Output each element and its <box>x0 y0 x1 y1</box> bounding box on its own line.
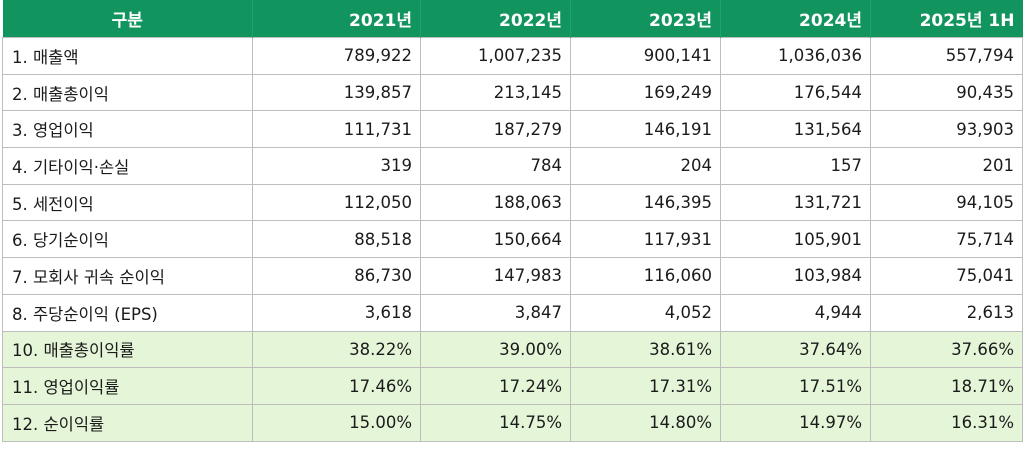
value-cell: 37.66% <box>870 330 1023 369</box>
value-cell: 14.97% <box>720 403 871 442</box>
value-cell: 557,794 <box>870 37 1023 75</box>
value-cell: 17.31% <box>570 367 721 405</box>
row-label: 6. 당기순이익 <box>2 220 253 259</box>
value-cell: 86,730 <box>252 257 421 295</box>
row-label: 3. 영업이익 <box>2 110 253 149</box>
row-label: 10. 매출총이익률 <box>2 330 253 369</box>
value-cell: 18.71% <box>870 367 1023 405</box>
header-year-2024: 2024년 <box>720 0 871 38</box>
table-row: 11. 영업이익률 17.46% 17.24% 17.31% 17.51% 18.71% <box>2 367 1023 405</box>
value-cell: 3,618 <box>252 293 421 332</box>
table-row: 8. 주당순이익 (EPS) 3,618 3,847 4,052 4,944 2,613 <box>2 293 1023 332</box>
value-cell: 900,141 <box>570 37 721 75</box>
row-label: 8. 주당순이익 (EPS) <box>2 293 253 332</box>
value-cell: 319 <box>252 147 421 185</box>
value-cell: 17.24% <box>420 367 571 405</box>
table-row: 10. 매출총이익률 38.22% 39.00% 38.61% 37.64% 37.66% <box>2 330 1023 369</box>
value-cell: 38.61% <box>570 330 721 369</box>
value-cell: 90,435 <box>870 73 1023 112</box>
value-cell: 789,922 <box>252 37 421 75</box>
value-cell: 4,052 <box>570 293 721 332</box>
header-year-2023: 2023년 <box>570 0 721 38</box>
value-cell: 75,714 <box>870 220 1023 259</box>
value-cell: 116,060 <box>570 257 721 295</box>
value-cell: 111,731 <box>252 110 421 149</box>
row-label: 2. 매출총이익 <box>2 73 253 112</box>
table-row: 3. 영업이익 111,731 187,279 146,191 131,564 93,90… <box>2 110 1023 149</box>
value-cell: 150,664 <box>420 220 571 259</box>
value-cell: 17.51% <box>720 367 871 405</box>
value-cell: 147,983 <box>420 257 571 295</box>
value-cell: 169,249 <box>570 73 721 112</box>
value-cell: 75,041 <box>870 257 1023 295</box>
value-cell: 146,395 <box>570 183 721 222</box>
table-row: 12. 순이익률 15.00% 14.75% 14.80% 14.97% 16.31% <box>2 403 1023 442</box>
value-cell: 157 <box>720 147 871 185</box>
row-label: 12. 순이익률 <box>2 403 253 442</box>
value-cell: 105,901 <box>720 220 871 259</box>
table-row: 4. 기타이익·손실 319 784 204 157 201 <box>2 147 1023 185</box>
value-cell: 112,050 <box>252 183 421 222</box>
header-year-2021: 2021년 <box>252 0 421 38</box>
value-cell: 784 <box>420 147 571 185</box>
value-cell: 1,036,036 <box>720 37 871 75</box>
value-cell: 14.80% <box>570 403 721 442</box>
row-label: 5. 세전이익 <box>2 183 253 222</box>
value-cell: 3,847 <box>420 293 571 332</box>
value-cell: 103,984 <box>720 257 871 295</box>
row-label: 1. 매출액 <box>2 37 253 75</box>
header-year-2022: 2022년 <box>420 0 571 38</box>
value-cell: 93,903 <box>870 110 1023 149</box>
row-label: 7. 모회사 귀속 순이익 <box>2 257 253 295</box>
header-category: 구분 <box>2 0 253 38</box>
table-row: 1. 매출액 789,922 1,007,235 900,141 1,036,036 55… <box>2 37 1023 75</box>
value-cell: 139,857 <box>252 73 421 112</box>
value-cell: 39.00% <box>420 330 571 369</box>
table-row: 6. 당기순이익 88,518 150,664 117,931 105,901 75,71… <box>2 220 1023 259</box>
value-cell: 4,944 <box>720 293 871 332</box>
value-cell: 146,191 <box>570 110 721 149</box>
value-cell: 213,145 <box>420 73 571 112</box>
value-cell: 131,564 <box>720 110 871 149</box>
value-cell: 1,007,235 <box>420 37 571 75</box>
value-cell: 16.31% <box>870 403 1023 442</box>
value-cell: 88,518 <box>252 220 421 259</box>
value-cell: 131,721 <box>720 183 871 222</box>
value-cell: 17.46% <box>252 367 421 405</box>
value-cell: 176,544 <box>720 73 871 112</box>
table-row: 5. 세전이익 112,050 188,063 146,395 131,721 94,10… <box>2 183 1023 222</box>
value-cell: 94,105 <box>870 183 1023 222</box>
table-row: 2. 매출총이익 139,857 213,145 169,249 176,544 90,4… <box>2 73 1023 112</box>
value-cell: 201 <box>870 147 1023 185</box>
financial-summary-table: 구분 2021년 2022년 2023년 2024년 2025년 1H 1. 매… <box>2 0 1023 442</box>
value-cell: 117,931 <box>570 220 721 259</box>
value-cell: 37.64% <box>720 330 871 369</box>
value-cell: 38.22% <box>252 330 421 369</box>
row-label: 11. 영업이익률 <box>2 367 253 405</box>
table-header-row: 구분 2021년 2022년 2023년 2024년 2025년 1H <box>2 0 1023 38</box>
header-year-2025-1h: 2025년 1H <box>870 0 1023 38</box>
value-cell: 15.00% <box>252 403 421 442</box>
row-label: 4. 기타이익·손실 <box>2 147 253 185</box>
value-cell: 2,613 <box>870 293 1023 332</box>
value-cell: 204 <box>570 147 721 185</box>
value-cell: 187,279 <box>420 110 571 149</box>
table-body: 1. 매출액 789,922 1,007,235 900,141 1,036,036 55… <box>2 37 1023 442</box>
table-row: 7. 모회사 귀속 순이익 86,730 147,983 116,060 103,984… <box>2 257 1023 295</box>
value-cell: 14.75% <box>420 403 571 442</box>
value-cell: 188,063 <box>420 183 571 222</box>
